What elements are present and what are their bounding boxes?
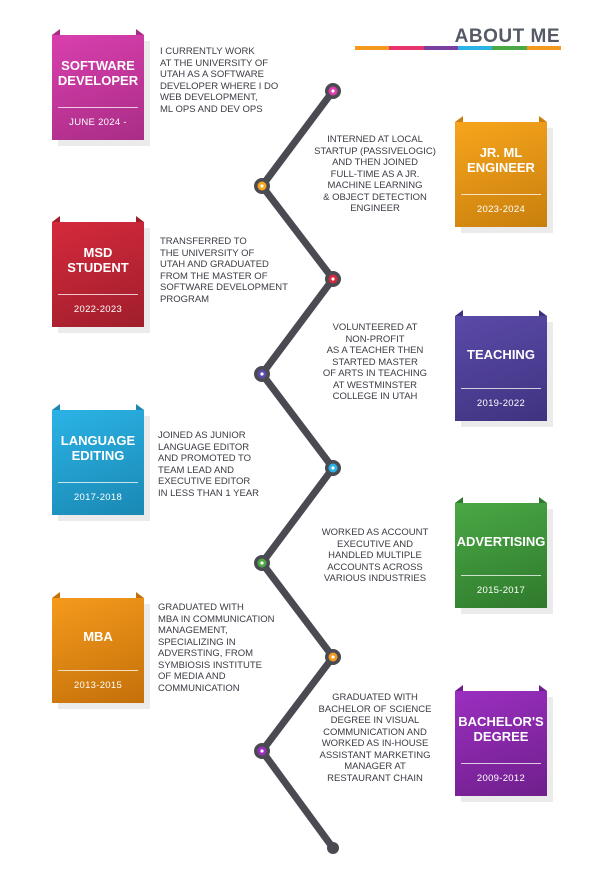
timeline-node-highlight [331,466,335,470]
entry-description: I CURRENTLY WORK AT THE UNIVERSITY OF UT… [160,46,279,115]
card-date: 2019-2022 [476,398,526,409]
card-fold-left [455,116,463,122]
card-divider [461,575,541,576]
header-color-bar [355,46,561,50]
card-title: MBA [83,628,113,644]
card-date: 2013-2015 [73,680,123,691]
card-title: TEACHING [467,346,535,362]
timeline-node-highlight [260,749,264,753]
page-title: ABOUT ME [454,26,560,47]
timeline-card: MBA 2013-2015 [52,592,144,703]
card-divider [58,107,138,108]
card-fold-left [455,310,463,316]
card-fold-right [136,216,144,222]
card-title: JR. ML ENGINEER [467,145,535,175]
card-fold-left [52,216,60,222]
timeline-node-highlight [260,561,264,565]
card-date: JUNE 2024 - [69,117,127,128]
timeline-card: TEACHING 2019-2022 [455,310,547,421]
header-bar-segment [457,46,493,50]
entry-description: WORKED AS ACCOUNT EXECUTIVE AND HANDLED … [321,527,429,584]
timeline-card: MSD STUDENT 2022-2023 [52,216,144,327]
card-title: SOFTWARE DEVELOPER [57,58,139,88]
card-fold-left [52,29,60,35]
entry-description: GRADUATED WITH BACHELOR OF SCIENCE DEGRE… [318,692,432,784]
timeline-end-cap [327,842,339,854]
timeline-card: JR. ML ENGINEER 2023-2024 [455,116,547,227]
header-bar-segment [492,46,527,50]
card-divider [461,194,541,195]
timeline-node-highlight [331,277,335,281]
card-fold-right [539,685,547,691]
card-fold-right [136,404,144,410]
card-fold-left [455,497,463,503]
timeline-card: ADVERTISING 2015-2017 [455,497,547,608]
card-date: 2015-2017 [476,585,526,596]
card-fold-right [136,29,144,35]
card-divider [461,388,541,389]
card-divider [58,670,138,671]
timeline-card: LANGUAGE EDITING 2017-2018 [52,404,144,515]
card-fold-left [52,592,60,598]
header-bar-segment [423,46,458,50]
timeline-node-highlight [260,184,264,188]
card-title: MSD STUDENT [67,245,129,275]
card-title: LANGUAGE EDITING [60,433,136,463]
timeline-node-highlight [331,655,335,659]
header-bar-segment [526,46,561,50]
card-title: ADVERTISING [456,533,546,549]
header-bar-segment [355,46,390,50]
card-divider [58,482,138,483]
entry-description: VOLUNTEERED AT NON-PROFIT AS A TEACHER T… [322,322,428,402]
header-bar-segment [389,46,424,50]
card-fold-left [52,404,60,410]
card-divider [461,763,541,764]
entry-description: JOINED AS JUNIOR LANGUAGE EDITOR AND PRO… [158,430,260,499]
card-title: BACHELOR'S DEGREE [458,714,544,744]
card-date: 2017-2018 [73,492,123,503]
timeline-card: SOFTWARE DEVELOPER JUNE 2024 - [52,29,144,140]
card-date: 2009-2012 [476,773,526,784]
card-date: 2022-2023 [73,304,123,315]
card-fold-left [455,685,463,691]
card-fold-right [539,497,547,503]
timeline-node-highlight [331,89,335,93]
card-fold-right [539,116,547,122]
entry-description: TRANSFERRED TO THE UNIVERSITY OF UTAH AN… [160,236,288,305]
card-fold-right [539,310,547,316]
timeline-card: BACHELOR'S DEGREE 2009-2012 [455,685,547,796]
card-date: 2023-2024 [476,204,526,215]
card-fold-right [136,592,144,598]
entry-description: GRADUATED WITH MBA IN COMMUNICATION MANA… [158,602,275,694]
card-divider [58,294,138,295]
entry-description: INTERNED AT LOCAL STARTUP (PASSIVELOGIC)… [314,134,436,214]
timeline-node-highlight [260,372,264,376]
